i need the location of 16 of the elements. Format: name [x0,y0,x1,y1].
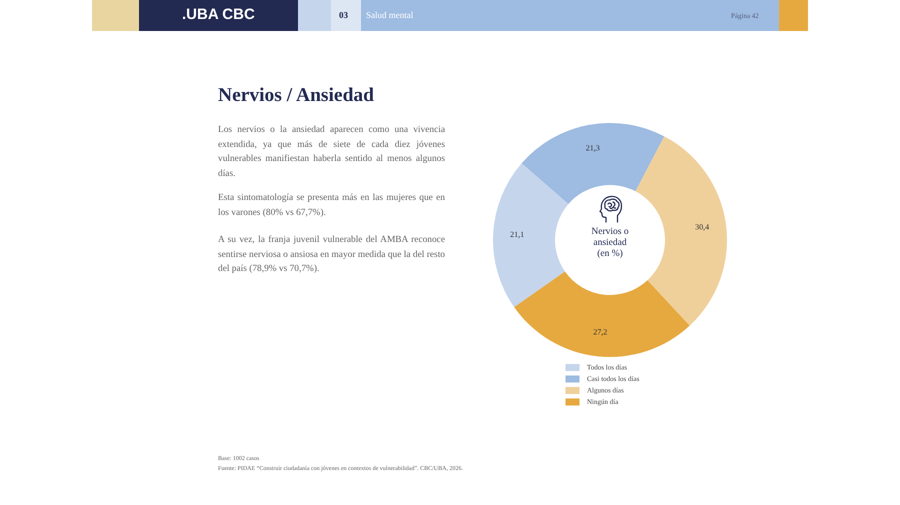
text: A su vez, la franja juvenil vulnerable del AMBA reconoce sentirse nerviosa o ansiosa en mayor medida que la del resto del país (78,9% vs 70,7%). [218,234,445,276]
text: Nervios o ansiedad (en %) [590,227,630,260]
text: Los nervios o la ansiedad aparecen como una vivencia extendida, ya que más de siete de cada diez jóvenes vulnerables manifiestan haberla sentido al menos algunos días. [218,124,445,180]
donut-slice [522,123,664,204]
text: .UBA CBC [182,6,255,23]
donut-slice [514,272,690,357]
text: Nervios / Ansiedad [218,85,374,107]
donut-slice [636,136,727,326]
donut-slice [493,163,568,308]
text: Esta sintomatología se presenta más en las mujeres que en los varones (80% vs 67,7%). [218,192,445,220]
data-label: 21,1 [510,230,524,240]
data-label: 21,3 [586,144,600,153]
text: 03 [339,10,348,20]
data-label: 27,2 [593,327,608,336]
data-label: 30,4 [695,222,710,232]
text: Salud mental [366,10,414,20]
